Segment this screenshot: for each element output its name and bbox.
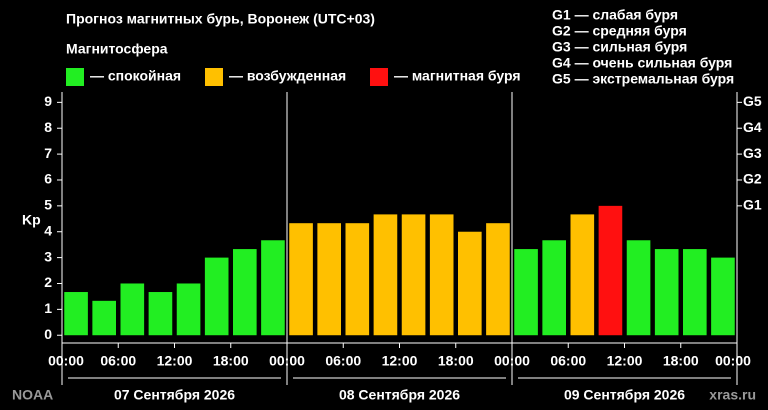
x-tick-label: 18:00: [213, 353, 249, 369]
y2-tick-label: G4: [743, 119, 762, 135]
storm-scale-item: G3 — сильная буря: [552, 39, 687, 55]
x-tick-label: 00:00: [48, 353, 84, 369]
bar: [148, 292, 173, 336]
y-tick-label: 7: [44, 145, 52, 161]
legend-label: — возбужденная: [229, 68, 346, 84]
legend-swatch: [205, 68, 223, 86]
y-tick-label: 9: [44, 93, 52, 109]
bar: [429, 214, 454, 336]
bar: [120, 283, 145, 336]
bar: [289, 223, 313, 336]
bar: [261, 240, 285, 336]
bar: [654, 249, 679, 336]
y-tick-label: 1: [44, 300, 52, 316]
x-tick-label: 12:00: [382, 353, 418, 369]
x-tick-label: 06:00: [550, 353, 586, 369]
bar: [570, 214, 595, 336]
y-tick-label: 8: [44, 119, 52, 135]
legend-label: — магнитная буря: [394, 68, 521, 84]
bar: [486, 223, 510, 336]
bar: [233, 249, 257, 336]
bar: [176, 283, 201, 336]
x-tick-label: 06:00: [325, 353, 361, 369]
legend-swatch: [66, 68, 84, 86]
y2-tick-label: G2: [743, 171, 762, 187]
legend-label: — спокойная: [90, 68, 181, 84]
storm-scale-item: G4 — очень сильная буря: [552, 55, 732, 71]
source: NOAA: [12, 387, 53, 403]
bar: [542, 240, 566, 336]
y2-tick-label: G5: [743, 93, 762, 109]
storm-scale-item: G5 — экстремальная буря: [552, 71, 734, 87]
y-tick-label: 6: [44, 171, 52, 187]
legend-swatch: [370, 68, 388, 86]
bar: [204, 257, 229, 336]
day-label: 08 Сентября 2026: [339, 387, 460, 403]
bar: [401, 214, 426, 336]
chart-title: Прогноз магнитных бурь, Воронеж (UTC+03): [66, 11, 375, 27]
storm-scale-item: G1 — слабая буря: [552, 7, 678, 23]
y-tick-label: 3: [44, 248, 52, 264]
y2-tick-label: G1: [743, 197, 762, 213]
y-axis-label: Kp: [22, 212, 41, 228]
y2-tick-label: G3: [743, 145, 762, 161]
site: xras.ru: [709, 387, 756, 403]
y-tick-label: 0: [44, 326, 52, 342]
x-tick-label: 18:00: [438, 353, 474, 369]
x-tick-label: 18:00: [663, 353, 699, 369]
bar: [683, 249, 707, 336]
y-tick-label: 5: [44, 197, 52, 213]
day-label: 09 Сентября 2026: [564, 387, 685, 403]
x-tick-label: 00:00: [715, 353, 751, 369]
legend-title: Магнитосфера: [66, 41, 168, 57]
bar: [711, 257, 735, 336]
bar: [345, 223, 370, 336]
y-tick-label: 4: [44, 222, 52, 238]
bar: [317, 223, 341, 336]
storm-scale-item: G2 — средняя буря: [552, 23, 687, 39]
y-tick-label: 2: [44, 274, 52, 290]
x-tick-label: 06:00: [100, 353, 136, 369]
bar: [92, 300, 116, 336]
bar: [64, 292, 88, 336]
bar: [626, 240, 651, 336]
bar: [458, 231, 482, 336]
day-label: 07 Сентября 2026: [114, 387, 235, 403]
bar: [598, 205, 623, 336]
bar: [373, 214, 398, 336]
x-tick-label: 12:00: [607, 353, 643, 369]
bar: [514, 249, 538, 336]
x-tick-label: 12:00: [157, 353, 193, 369]
